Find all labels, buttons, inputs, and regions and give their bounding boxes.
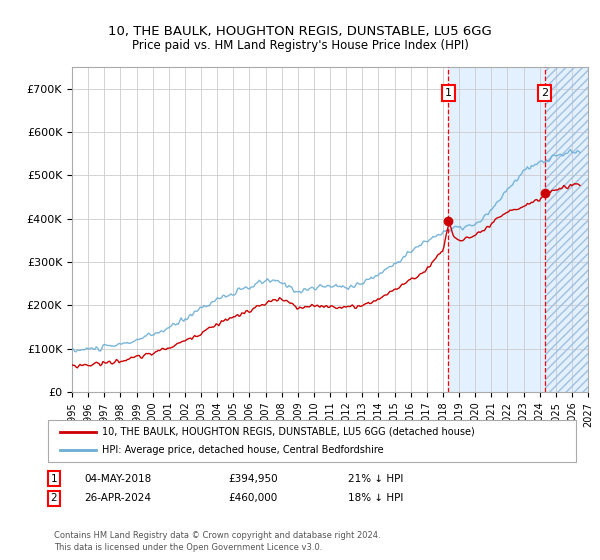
Text: Contains HM Land Registry data © Crown copyright and database right 2024.
This d: Contains HM Land Registry data © Crown c…	[54, 531, 380, 552]
Text: 10, THE BAULK, HOUGHTON REGIS, DUNSTABLE, LU5 6GG (detached house): 10, THE BAULK, HOUGHTON REGIS, DUNSTABLE…	[102, 427, 475, 437]
Text: £394,950: £394,950	[228, 474, 278, 484]
Text: £460,000: £460,000	[228, 493, 277, 503]
Text: 1: 1	[50, 474, 58, 484]
Text: 1: 1	[445, 88, 452, 98]
Text: 21% ↓ HPI: 21% ↓ HPI	[348, 474, 403, 484]
Text: 2: 2	[50, 493, 58, 503]
Text: Price paid vs. HM Land Registry's House Price Index (HPI): Price paid vs. HM Land Registry's House …	[131, 39, 469, 52]
Text: 10, THE BAULK, HOUGHTON REGIS, DUNSTABLE, LU5 6GG: 10, THE BAULK, HOUGHTON REGIS, DUNSTABLE…	[108, 25, 492, 38]
Bar	[448, 67, 588, 392]
Text: 2: 2	[541, 88, 548, 98]
Text: 26-APR-2024: 26-APR-2024	[84, 493, 151, 503]
Text: 18% ↓ HPI: 18% ↓ HPI	[348, 493, 403, 503]
Text: HPI: Average price, detached house, Central Bedfordshire: HPI: Average price, detached house, Cent…	[102, 445, 383, 455]
Text: 04-MAY-2018: 04-MAY-2018	[84, 474, 151, 484]
Bar	[545, 67, 588, 392]
